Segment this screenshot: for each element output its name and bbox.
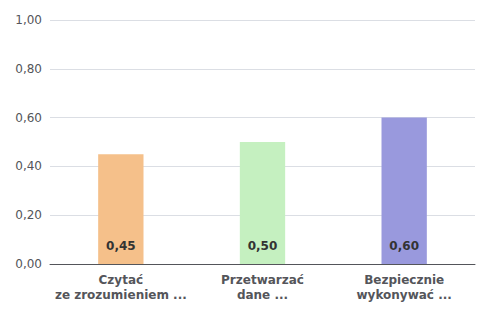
svg-text:0,45: 0,45: [106, 239, 136, 253]
svg-text:Czytać: Czytać: [99, 273, 144, 287]
svg-text:Przetwarzać: Przetwarzać: [221, 273, 304, 287]
svg-text:Bezpiecznie: Bezpiecznie: [364, 273, 444, 287]
svg-text:0,60: 0,60: [389, 239, 419, 253]
svg-text:wykonywać ...: wykonywać ...: [357, 288, 452, 302]
svg-text:0,40: 0,40: [15, 159, 42, 173]
svg-text:1,00: 1,00: [15, 13, 42, 27]
svg-text:0,50: 0,50: [248, 239, 278, 253]
svg-text:ze zrozumieniem ...: ze zrozumieniem ...: [55, 288, 187, 302]
svg-text:dane ...: dane ...: [237, 288, 288, 302]
svg-text:0,20: 0,20: [15, 208, 42, 222]
svg-text:0,60: 0,60: [15, 111, 42, 125]
svg-text:0,80: 0,80: [15, 62, 42, 76]
svg-text:0,00: 0,00: [15, 257, 42, 271]
